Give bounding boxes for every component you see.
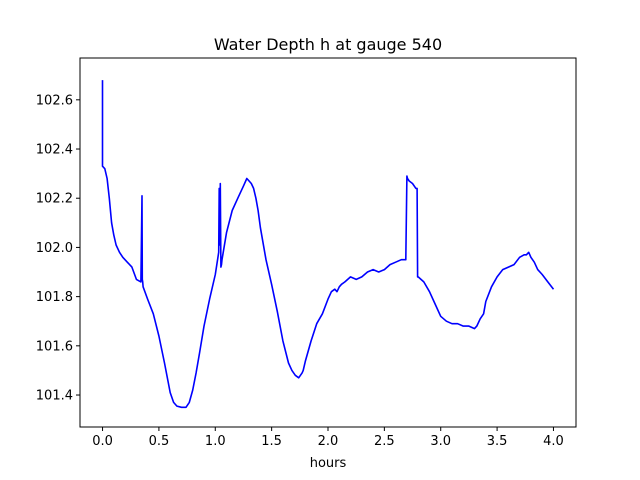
x-tick-label: 4.0: [543, 434, 564, 449]
y-tick-label: 101.6: [36, 339, 73, 354]
x-tick-label: 2.5: [374, 434, 395, 449]
x-tick-label: 3.5: [487, 434, 508, 449]
x-axis-ticks: 0.0 0.5 1.0 1.5 2.0 2.5 3.0 3.5 4.0: [92, 427, 564, 449]
x-axis-label: hours: [310, 456, 347, 471]
y-tick-label: 102.2: [36, 192, 73, 207]
plot-area: [101, 80, 555, 409]
x-tick-label: 0.5: [149, 434, 170, 449]
y-tick-label: 101.4: [36, 389, 73, 404]
y-axis-ticks: 101.4 101.6 101.8 102.0 102.2 102.4 102.6: [36, 93, 80, 404]
y-tick-label: 102.0: [36, 241, 73, 256]
x-tick-label: 1.0: [205, 434, 226, 449]
y-tick-label: 102.4: [36, 143, 73, 158]
x-tick-label: 2.0: [318, 434, 339, 449]
plot-frame: [79, 57, 577, 428]
chart-title: Water Depth h at gauge 540: [214, 35, 442, 54]
series-line: [101, 80, 555, 409]
x-tick-label: 1.5: [261, 434, 282, 449]
y-tick-label: 101.8: [36, 290, 73, 305]
x-tick-label: 3.0: [430, 434, 451, 449]
y-tick-label: 102.6: [36, 93, 73, 108]
x-tick-label: 0.0: [92, 434, 113, 449]
